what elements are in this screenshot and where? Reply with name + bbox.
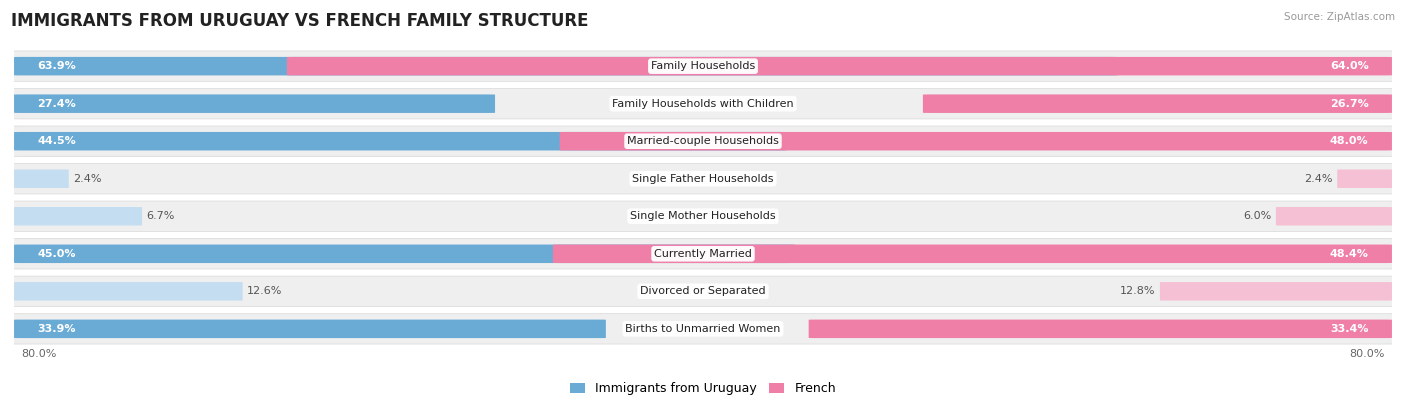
FancyBboxPatch shape bbox=[0, 88, 1406, 119]
Text: 27.4%: 27.4% bbox=[38, 99, 76, 109]
FancyBboxPatch shape bbox=[922, 94, 1392, 113]
Text: 45.0%: 45.0% bbox=[38, 249, 76, 259]
FancyBboxPatch shape bbox=[553, 245, 1392, 263]
Text: Source: ZipAtlas.com: Source: ZipAtlas.com bbox=[1284, 12, 1395, 22]
Text: 44.5%: 44.5% bbox=[38, 136, 76, 146]
FancyBboxPatch shape bbox=[14, 169, 69, 188]
Text: 63.9%: 63.9% bbox=[38, 61, 76, 71]
FancyBboxPatch shape bbox=[0, 314, 1406, 344]
Text: IMMIGRANTS FROM URUGUAY VS FRENCH FAMILY STRUCTURE: IMMIGRANTS FROM URUGUAY VS FRENCH FAMILY… bbox=[11, 12, 589, 30]
FancyBboxPatch shape bbox=[287, 57, 1392, 75]
FancyBboxPatch shape bbox=[14, 282, 243, 301]
Text: 80.0%: 80.0% bbox=[1350, 350, 1385, 359]
FancyBboxPatch shape bbox=[14, 57, 1118, 75]
Text: 48.4%: 48.4% bbox=[1330, 249, 1368, 259]
Text: 2.4%: 2.4% bbox=[73, 174, 101, 184]
Text: Divorced or Separated: Divorced or Separated bbox=[640, 286, 766, 296]
Text: Family Households: Family Households bbox=[651, 61, 755, 71]
FancyBboxPatch shape bbox=[0, 276, 1406, 307]
FancyBboxPatch shape bbox=[14, 245, 796, 263]
FancyBboxPatch shape bbox=[1275, 207, 1392, 226]
FancyBboxPatch shape bbox=[0, 239, 1406, 269]
Text: 33.9%: 33.9% bbox=[38, 324, 76, 334]
FancyBboxPatch shape bbox=[0, 164, 1406, 194]
Text: 6.7%: 6.7% bbox=[146, 211, 174, 221]
FancyBboxPatch shape bbox=[14, 94, 495, 113]
Text: Single Father Households: Single Father Households bbox=[633, 174, 773, 184]
Legend: Immigrants from Uruguay, French: Immigrants from Uruguay, French bbox=[569, 382, 837, 395]
Text: 64.0%: 64.0% bbox=[1330, 61, 1368, 71]
Text: 6.0%: 6.0% bbox=[1243, 211, 1271, 221]
FancyBboxPatch shape bbox=[1160, 282, 1392, 301]
Text: Births to Unmarried Women: Births to Unmarried Women bbox=[626, 324, 780, 334]
FancyBboxPatch shape bbox=[560, 132, 1392, 150]
Text: 33.4%: 33.4% bbox=[1330, 324, 1368, 334]
Text: Single Mother Households: Single Mother Households bbox=[630, 211, 776, 221]
FancyBboxPatch shape bbox=[1337, 169, 1392, 188]
FancyBboxPatch shape bbox=[14, 132, 786, 150]
Text: Married-couple Households: Married-couple Households bbox=[627, 136, 779, 146]
FancyBboxPatch shape bbox=[808, 320, 1392, 338]
FancyBboxPatch shape bbox=[14, 320, 606, 338]
Text: 48.0%: 48.0% bbox=[1330, 136, 1368, 146]
Text: Family Households with Children: Family Households with Children bbox=[612, 99, 794, 109]
FancyBboxPatch shape bbox=[14, 207, 142, 226]
Text: 26.7%: 26.7% bbox=[1330, 99, 1368, 109]
FancyBboxPatch shape bbox=[0, 126, 1406, 156]
Text: Currently Married: Currently Married bbox=[654, 249, 752, 259]
FancyBboxPatch shape bbox=[0, 201, 1406, 231]
Text: 12.6%: 12.6% bbox=[247, 286, 283, 296]
Text: 2.4%: 2.4% bbox=[1305, 174, 1333, 184]
Text: 12.8%: 12.8% bbox=[1121, 286, 1156, 296]
FancyBboxPatch shape bbox=[0, 51, 1406, 81]
Text: 80.0%: 80.0% bbox=[21, 350, 56, 359]
